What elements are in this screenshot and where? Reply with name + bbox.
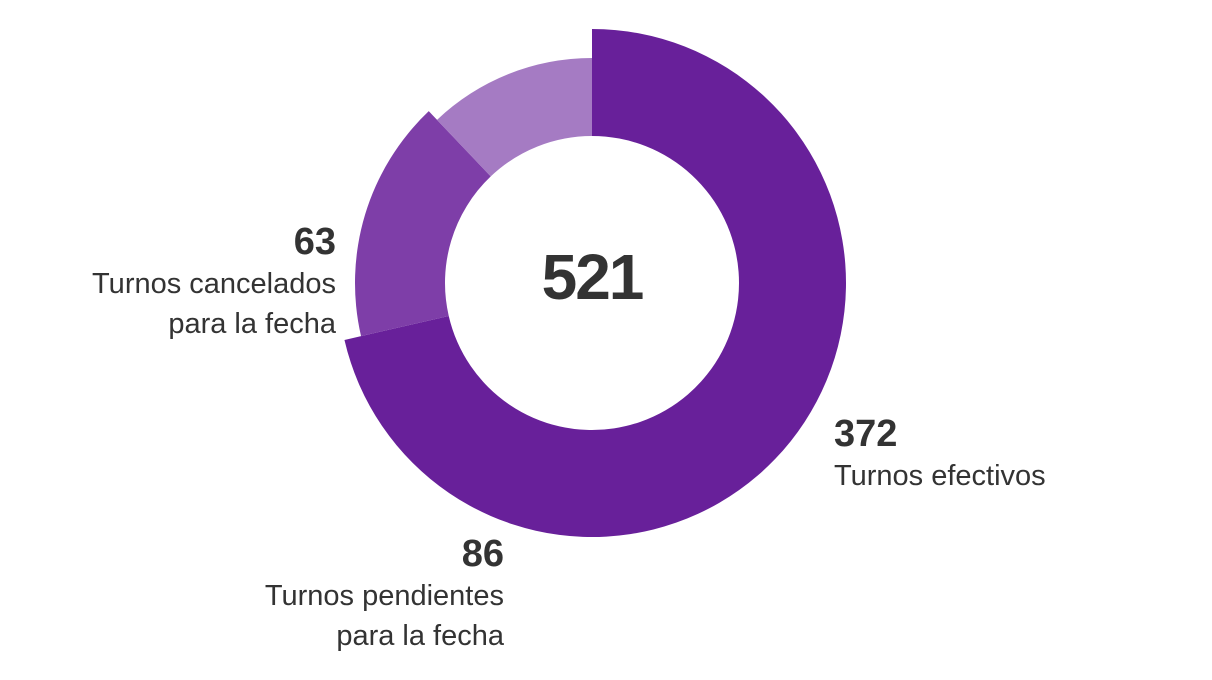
slice-text-pendientes: Turnos pendientes para la fecha: [264, 580, 504, 652]
slice-label-pendientes: 86 Turnos pendientes para la fecha: [265, 532, 504, 656]
slice-label-efectivos: 372 Turnos efectivos: [834, 412, 1046, 496]
slice-efectivos: [344, 29, 846, 537]
slice-value-cancelados: 63: [293, 221, 336, 263]
slice-cancelados: [437, 58, 592, 177]
slice-label-cancelados: 63 Turnos cancelados para la fecha: [92, 220, 336, 344]
slice-value-efectivos: 372: [834, 413, 898, 455]
slice-text-cancelados: Turnos cancelados para la fecha: [92, 268, 336, 340]
slice-pendientes: [355, 111, 491, 337]
total-value: 521: [541, 241, 645, 313]
slice-value-pendientes: 86: [461, 533, 504, 575]
slice-text-efectivos: Turnos efectivos: [834, 460, 1046, 492]
